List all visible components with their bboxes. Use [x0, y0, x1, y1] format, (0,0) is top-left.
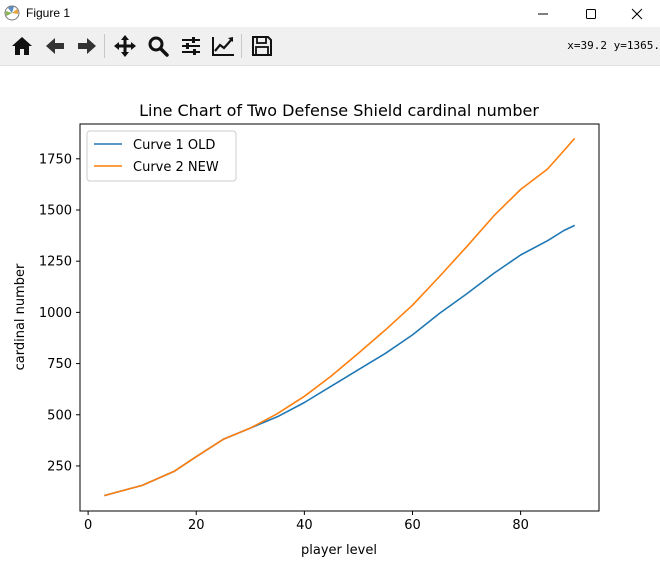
- x-tick-label: 60: [404, 518, 421, 533]
- cursor-coordinates: x=39.2 y=1365.: [567, 39, 660, 52]
- home-icon: [12, 37, 32, 55]
- axes-frame: [79, 123, 600, 512]
- line-chart[interactable]: Line Chart of Two Defense Shield cardina…: [0, 66, 660, 562]
- configure-subplots-button[interactable]: [178, 33, 204, 59]
- close-button[interactable]: [614, 0, 660, 27]
- legend-label: Curve 2 NEW: [133, 160, 219, 175]
- x-tick-label: 40: [296, 518, 313, 533]
- y-tick-label: 500: [47, 408, 72, 423]
- home-button[interactable]: [9, 33, 35, 59]
- x-axis-label: player level: [301, 543, 377, 558]
- x-tick-label: 0: [84, 518, 92, 533]
- minimize-icon: [538, 13, 548, 14]
- forward-button[interactable]: [74, 33, 100, 59]
- figure-canvas[interactable]: Line Chart of Two Defense Shield cardina…: [0, 66, 660, 566]
- zoom-button[interactable]: [145, 33, 171, 59]
- legend: Curve 1 OLD Curve 2 NEW: [86, 130, 237, 182]
- floppy-disk-icon: [252, 36, 272, 56]
- edit-axis-button[interactable]: [210, 33, 236, 59]
- move-icon: [114, 35, 136, 57]
- navigation-toolbar: x=39.2 y=1365.: [0, 27, 660, 66]
- matplotlib-logo-icon: [4, 5, 20, 21]
- series-line-2: [104, 137, 576, 497]
- sliders-icon: [182, 37, 200, 55]
- legend-box: [86, 130, 237, 182]
- toolbar-separator: [241, 34, 242, 58]
- y-tick-label: 750: [47, 357, 72, 372]
- arrow-right-icon: [78, 38, 96, 54]
- pan-button[interactable]: [112, 33, 138, 59]
- y-axis: 250 500 750 1000 1250 1500 1750: [39, 152, 80, 474]
- maximize-button[interactable]: [568, 0, 614, 27]
- window-titlebar: Figure 1: [0, 0, 660, 27]
- close-icon: [631, 8, 643, 19]
- save-button[interactable]: [249, 33, 275, 59]
- y-tick-label: 1000: [39, 306, 72, 321]
- chart-line-icon: [212, 37, 234, 56]
- y-tick-label: 250: [47, 459, 72, 474]
- y-tick-label: 1750: [39, 152, 72, 167]
- x-tick-label: 20: [188, 518, 205, 533]
- x-axis: 0 20 40 60 80: [84, 511, 529, 533]
- toolbar-separator: [104, 34, 105, 58]
- maximize-icon: [586, 8, 596, 19]
- y-tick-label: 1500: [39, 204, 72, 219]
- chart-title: Line Chart of Two Defense Shield cardina…: [139, 101, 539, 120]
- minimize-button[interactable]: [520, 0, 566, 27]
- window-title: Figure 1: [26, 6, 71, 20]
- legend-label: Curve 1 OLD: [133, 138, 215, 153]
- series-layer: [104, 137, 576, 497]
- y-axis-label: cardinal number: [13, 263, 28, 370]
- x-tick-label: 80: [512, 518, 529, 533]
- back-button[interactable]: [42, 33, 68, 59]
- arrow-left-icon: [46, 38, 64, 54]
- y-tick-label: 1250: [39, 255, 72, 270]
- magnifier-icon: [148, 36, 169, 57]
